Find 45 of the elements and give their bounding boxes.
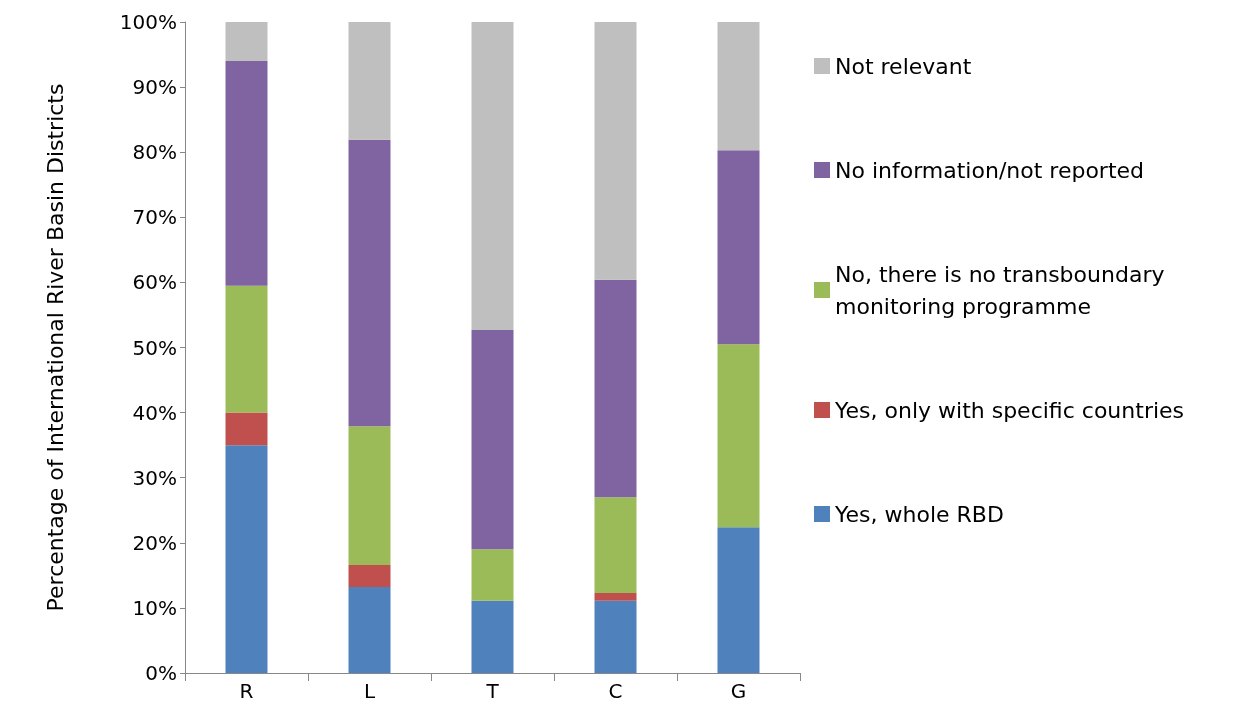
- legend-label: No information/not reported: [835, 157, 1145, 183]
- bar: [348, 564, 391, 588]
- y-tick-label: 20%: [132, 530, 177, 555]
- y-tick-label: 90%: [132, 75, 177, 100]
- legend-label: Yes, whole RBD: [834, 501, 1004, 527]
- bar: [594, 600, 637, 673]
- bar: [471, 22, 514, 330]
- x-tick-label: T: [485, 679, 500, 703]
- bar: [225, 22, 268, 62]
- legend-label: Not relevant: [835, 53, 972, 79]
- bar: [717, 150, 760, 345]
- y-axis-title: Percentage of International River Basin Districts: [42, 83, 68, 612]
- bar: [225, 285, 268, 413]
- bar: [348, 22, 391, 140]
- bar: [225, 445, 268, 673]
- bar: [348, 426, 391, 565]
- x-tick-label: C: [608, 679, 623, 703]
- y-tick-label: 50%: [132, 335, 177, 360]
- bar: [594, 279, 637, 498]
- y-tick-label: 10%: [132, 595, 177, 620]
- bar: [471, 329, 514, 550]
- bar: [225, 412, 268, 446]
- x-tick-label: R: [239, 679, 254, 703]
- y-tick-label: 100%: [119, 10, 177, 34]
- bar: [594, 497, 637, 593]
- y-tick-label: 0%: [145, 661, 177, 685]
- x-tick-label: L: [363, 679, 376, 703]
- y-tick-label: 60%: [132, 270, 177, 295]
- bar: [594, 22, 637, 280]
- y-tick-label: 70%: [132, 205, 177, 230]
- bar: [471, 600, 514, 673]
- bar: [717, 344, 760, 528]
- y-tick-label: 40%: [132, 400, 177, 425]
- bar: [348, 139, 391, 427]
- bar: [225, 61, 268, 286]
- bar: [717, 22, 760, 151]
- y-tick-label: 80%: [132, 140, 177, 165]
- bar: [471, 549, 514, 601]
- y-tick-label: 30%: [132, 465, 177, 490]
- bar: [717, 527, 760, 673]
- bar: [594, 592, 637, 601]
- bar: [348, 587, 391, 673]
- x-tick-label: G: [730, 679, 747, 703]
- legend-label: Yes, only with specific countries: [834, 397, 1185, 423]
- legend-label: No, there is no transboundary monitoring programme: [835, 261, 1172, 319]
